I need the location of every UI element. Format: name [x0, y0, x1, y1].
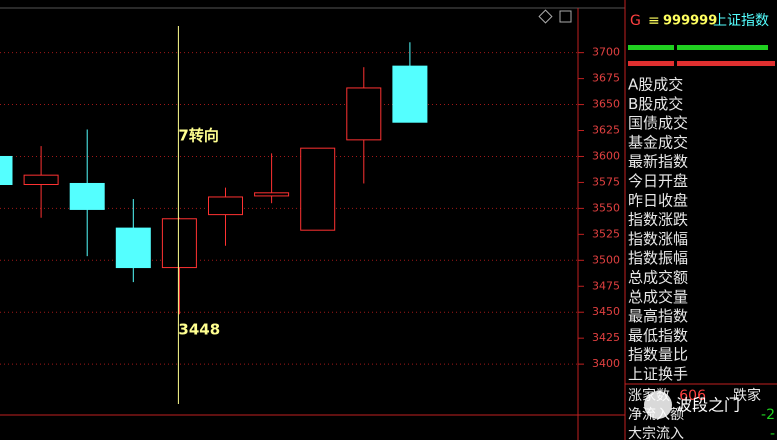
stat-text: -2	[761, 407, 775, 423]
candle-body	[161, 218, 197, 269]
y-tick-label: 3400	[592, 357, 620, 370]
field-label: 上证换手	[628, 365, 688, 383]
candle-body	[69, 182, 105, 210]
marker-low: 3448	[178, 321, 220, 339]
field-label: 指数振幅	[628, 249, 688, 267]
watermark-text: 波段之门	[676, 396, 740, 415]
field-label: A股成交	[628, 76, 683, 94]
y-tick-label: 3425	[592, 331, 620, 344]
bar	[628, 61, 674, 66]
field-label: 总成交量	[628, 288, 688, 306]
bar	[677, 45, 768, 50]
y-tick-label: 3450	[592, 305, 620, 318]
icon[interactable]	[559, 10, 572, 23]
watermark-icon	[644, 391, 672, 419]
stat-text: 大宗流入	[628, 426, 684, 440]
candle-body	[115, 227, 151, 269]
candle-body	[208, 196, 243, 216]
candle-body	[300, 147, 336, 231]
field-label: 最高指数	[628, 307, 688, 325]
menu-icon: ≡	[648, 13, 660, 29]
y-tick-label: 3525	[592, 227, 620, 240]
candle-body	[346, 87, 382, 141]
y-tick-label: 3475	[592, 279, 620, 292]
code: 999999	[663, 14, 717, 29]
candle-body	[0, 155, 13, 186]
y-tick-label: 3675	[592, 72, 620, 85]
y-tick-label: 3575	[592, 175, 620, 188]
field-label: 国债成交	[628, 114, 688, 132]
bar	[628, 45, 674, 50]
field-label: 指数涨幅	[628, 230, 688, 248]
candle-body	[23, 174, 59, 186]
field-label: 最低指数	[628, 326, 688, 344]
code-prefix: G	[630, 13, 641, 29]
field-label: 指数涨跌	[628, 211, 688, 229]
field-label: B股成交	[628, 95, 683, 113]
icon[interactable]	[538, 9, 553, 24]
y-tick-label: 3600	[592, 149, 620, 162]
y-tick-label: 3625	[592, 124, 620, 137]
watermark: 波段之门	[644, 391, 740, 419]
field-label: 昨日收盘	[628, 191, 688, 209]
index-name: 上证指数	[713, 13, 769, 29]
field-label: 最新指数	[628, 153, 688, 171]
marker-text: 7转向	[178, 127, 218, 145]
stat-text: -	[770, 426, 775, 440]
y-tick-label: 3700	[592, 46, 620, 59]
y-tick-label: 3500	[592, 253, 620, 266]
candle-body	[392, 65, 428, 123]
y-tick-label: 3650	[592, 98, 620, 111]
field-label: 总成交额	[628, 269, 688, 287]
stat-text: 606	[679, 388, 706, 404]
field-label: 今日开盘	[628, 172, 688, 190]
bar	[677, 61, 775, 66]
stat-text: 跌家	[733, 387, 761, 404]
field-label: 基金成交	[628, 133, 688, 151]
field-label: 指数量比	[628, 346, 688, 364]
candle-body	[254, 192, 290, 197]
y-tick-label: 3550	[592, 201, 620, 214]
